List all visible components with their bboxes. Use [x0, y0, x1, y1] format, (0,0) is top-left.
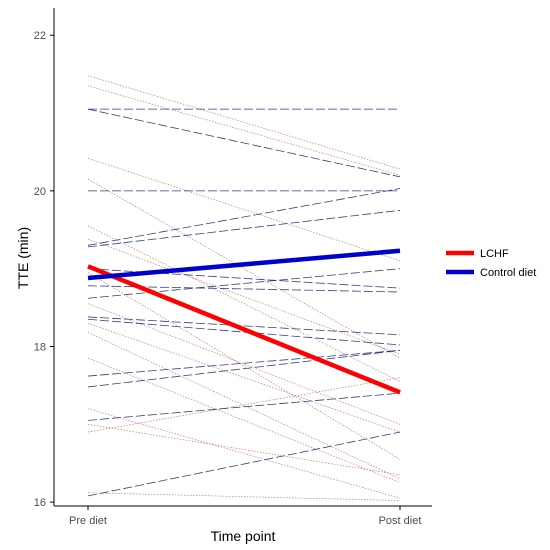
individual-line-lchf	[87, 85, 401, 176]
individual-line-lchf	[87, 357, 401, 483]
y-axis-title: TTE (min)	[15, 227, 31, 289]
individual-line-lchf	[87, 225, 401, 382]
mean-line-control-diet	[87, 248, 401, 281]
y-tick-label: 20	[34, 186, 46, 198]
x-tick-label: Post diet	[379, 515, 422, 527]
individual-line-lchf	[87, 424, 401, 476]
y-tick-label: 22	[34, 30, 46, 42]
x-axis-ticks: Pre diet Post diet	[69, 506, 421, 527]
individual-line-control	[87, 108, 401, 178]
individual-line-lchf	[87, 272, 401, 460]
legend-label: Control diet	[480, 267, 536, 279]
individual-line-control	[87, 209, 401, 248]
individual-line-control	[87, 392, 401, 421]
individual-line-lchf	[87, 75, 401, 170]
individual-line-lchf	[87, 492, 401, 501]
x-axis-title: Time point	[211, 528, 276, 544]
individual-line-lchf	[87, 157, 401, 262]
y-tick-label: 18	[34, 341, 46, 353]
legend: LCHF Control diet	[446, 248, 536, 279]
individual-line-lchf	[87, 332, 401, 480]
individual-line-control	[87, 349, 401, 377]
individual-lines	[87, 75, 401, 501]
individual-line-control	[87, 316, 401, 336]
legend-label: LCHF	[480, 248, 509, 260]
individual-line-control	[87, 318, 401, 346]
mean-lines	[87, 248, 401, 395]
y-axis-ticks: 16 18 20 22	[34, 30, 54, 509]
individual-line-control	[87, 431, 401, 497]
individual-line-control	[87, 349, 401, 388]
individual-line-control	[87, 188, 401, 246]
individual-line-lchf	[87, 322, 401, 433]
mean-line-lchf	[87, 264, 401, 395]
individual-line-control	[87, 268, 401, 299]
individual-line-lchf	[87, 377, 401, 433]
y-tick-label: 16	[34, 497, 46, 509]
x-tick-label: Pre diet	[69, 515, 107, 527]
individual-line-lchf	[87, 238, 401, 355]
individual-line-lchf	[87, 303, 401, 425]
individual-line-lchf	[87, 408, 401, 499]
